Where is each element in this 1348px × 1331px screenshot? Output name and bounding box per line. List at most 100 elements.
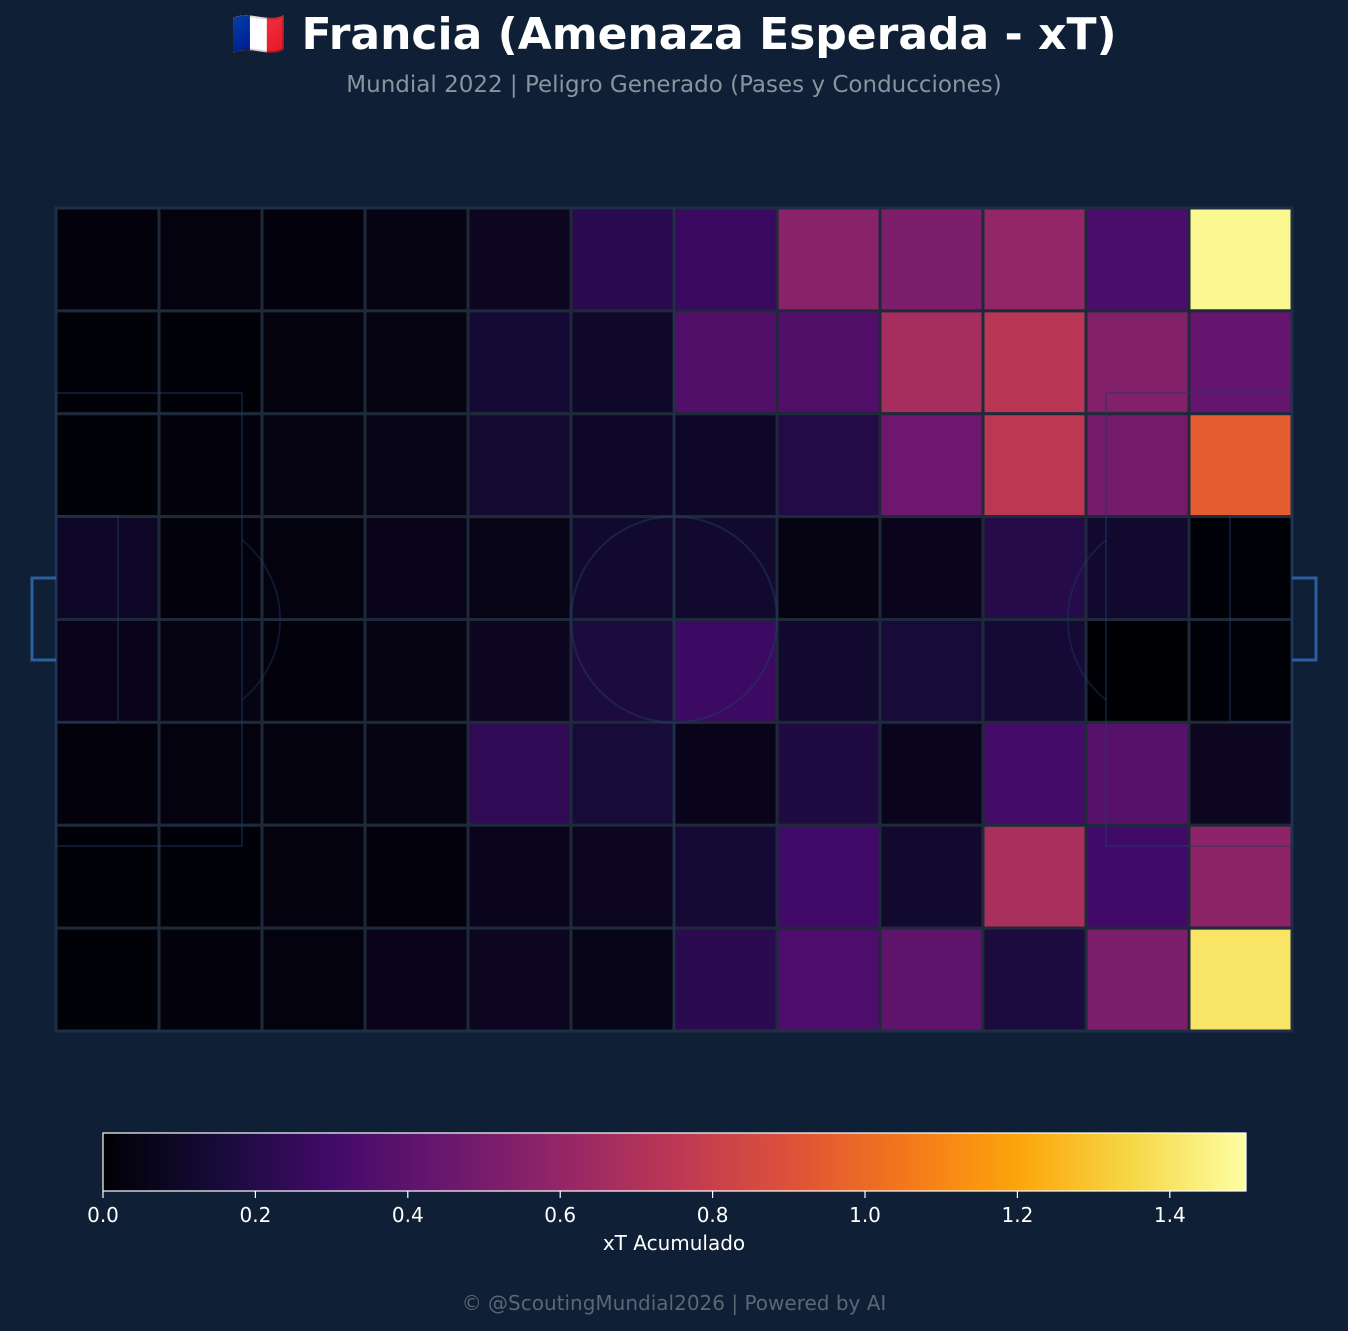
heatmap-cell (1084, 515, 1191, 621)
heatmap-cell (54, 515, 161, 621)
heatmap-cell (878, 720, 985, 827)
heatmap-cell (878, 515, 985, 621)
right-goal (1292, 576, 1318, 662)
heatmap-cell (775, 206, 882, 313)
heatmap-cell (775, 823, 882, 930)
heatmap-cell (569, 618, 676, 724)
heatmap-cell (775, 515, 882, 621)
heatmap-cell (569, 823, 676, 930)
heatmap-cell (157, 926, 264, 1033)
heatmap-cell (466, 926, 573, 1033)
pitch-heatmap (30, 206, 1318, 1033)
chart-subtitle: Mundial 2022 | Peligro Generado (Pases y… (346, 72, 1002, 98)
heatmap-cell (54, 309, 161, 416)
heatmap-cell (569, 720, 676, 827)
heatmap-cell (54, 720, 161, 827)
heatmap-cells (54, 206, 1294, 1033)
heatmap-cell (363, 926, 470, 1033)
heatmap-cell (1187, 618, 1294, 724)
heatmap-cell (1084, 206, 1191, 313)
heatmap-cell (981, 720, 1088, 827)
heatmap-cell (672, 515, 779, 621)
heatmap-cell (466, 720, 573, 827)
colorbar-tick-label: 1.2 (1001, 1203, 1033, 1227)
heatmap-cell (1084, 926, 1191, 1033)
heatmap-cell (878, 618, 985, 724)
centre-circle (570, 515, 778, 724)
heatmap-cell (981, 515, 1088, 621)
heatmap-cell (981, 823, 1088, 930)
heatmap-cell (569, 206, 676, 313)
heatmap-cell (260, 515, 367, 621)
heatmap-cell (260, 206, 367, 313)
left-penalty-arc (241, 539, 282, 701)
heatmap-cell (54, 206, 161, 313)
heatmap-cell (466, 309, 573, 416)
heatmap-cell (672, 720, 779, 827)
heatmap-cell (363, 823, 470, 930)
heatmap-cell (466, 412, 573, 519)
heatmap-cell (363, 515, 470, 621)
heatmap-cell (981, 926, 1088, 1033)
heatmap-cell (878, 309, 985, 416)
heatmap-cell (260, 720, 367, 827)
heatmap-cell (54, 926, 161, 1033)
heatmap-cell (466, 823, 573, 930)
heatmap-cell (878, 823, 985, 930)
heatmap-cell (775, 926, 882, 1033)
heatmap-cell (981, 206, 1088, 313)
heatmap-cell (672, 206, 779, 313)
heatmap-cell (260, 309, 367, 416)
right-penalty-arc (1066, 539, 1107, 701)
right-penalty-area (1105, 392, 1293, 847)
heatmap-cell (569, 309, 676, 416)
heatmap-cell (672, 926, 779, 1033)
colorbar-tick-label: 0.6 (544, 1203, 576, 1227)
colorbar-ticks: 0.0 0.2 0.4 0.6 0.8 1.0 1.2 1.4 (87, 1191, 1186, 1227)
heatmap-cell (775, 720, 882, 827)
heatmap-cell (1187, 412, 1294, 519)
heatmap-cell (54, 412, 161, 519)
heatmap-cell (569, 926, 676, 1033)
colorbar-label: xT Acumulado (603, 1231, 745, 1255)
heatmap-cell (981, 618, 1088, 724)
heatmap-cell (260, 618, 367, 724)
heatmap-cell (1084, 309, 1191, 416)
heatmap-cell (775, 618, 882, 724)
heatmap-cell (157, 515, 264, 621)
footer-credit: © @ScoutingMundial2026 | Powered by AI (461, 1291, 887, 1315)
colorbar-tick-label: 0.0 (87, 1203, 119, 1227)
colorbar-tick-label: 1.4 (1154, 1203, 1186, 1227)
heatmap-cell (54, 618, 161, 724)
heatmap-cell (672, 823, 779, 930)
heatmap-cell (1187, 823, 1294, 930)
heatmap-cell (260, 823, 367, 930)
heatmap-cell (569, 515, 676, 621)
heatmap-cell (157, 412, 264, 519)
heatmap-cell (157, 309, 264, 416)
colorbar-tick-label: 0.2 (239, 1203, 271, 1227)
heatmap-cell (569, 412, 676, 519)
heatmap-cell (1187, 926, 1294, 1033)
pitch-border (54, 206, 1294, 1033)
heatmap-cell (363, 412, 470, 519)
heatmap-cell (1084, 412, 1191, 519)
heatmap-cell (981, 309, 1088, 416)
heatmap-cell (981, 412, 1088, 519)
heatmap-cell (363, 618, 470, 724)
heatmap-cell (363, 206, 470, 313)
heatmap-cell (260, 926, 367, 1033)
colorbar-gradient (102, 1132, 1247, 1192)
heatmap-cell (157, 720, 264, 827)
colorbar-tick-label: 0.4 (392, 1203, 424, 1227)
heatmap-cell (363, 720, 470, 827)
heatmap-cell (466, 515, 573, 621)
heatmap-cell (672, 309, 779, 416)
heatmap-cell (878, 926, 985, 1033)
heatmap-cell (363, 309, 470, 416)
heatmap-cell (157, 618, 264, 724)
heatmap-cell (260, 412, 367, 519)
colorbar-tick-label: 1.0 (849, 1203, 881, 1227)
left-penalty-area (55, 392, 243, 847)
heatmap-cell (157, 206, 264, 313)
